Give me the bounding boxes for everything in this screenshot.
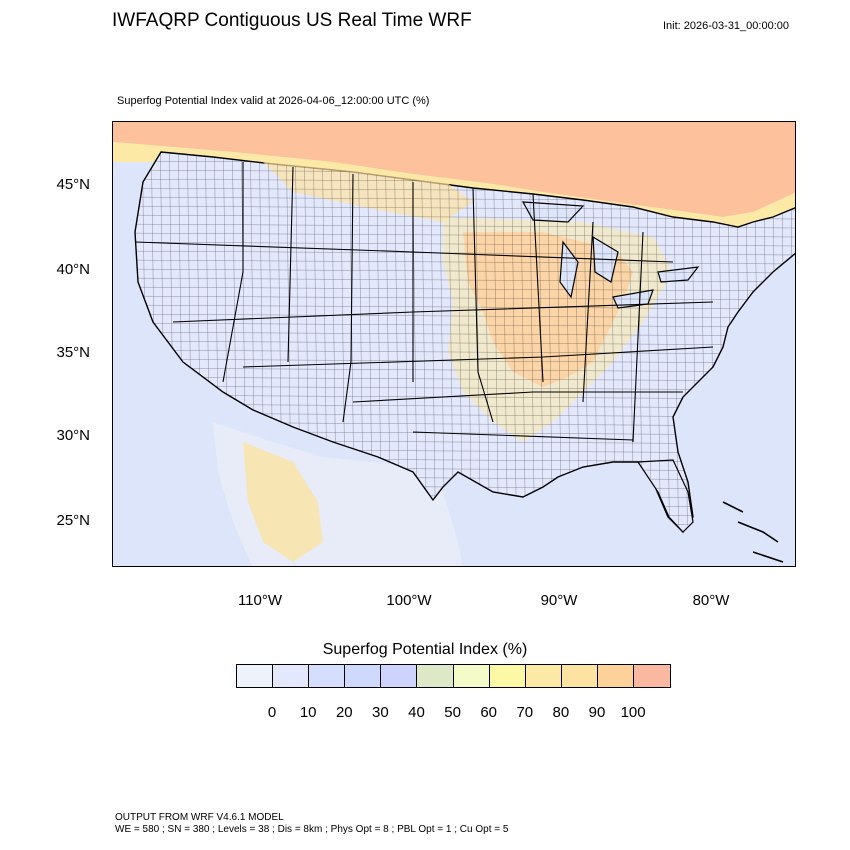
colorbar-tick-label: 20 xyxy=(335,704,353,721)
colorbar-swatch xyxy=(634,665,671,687)
colorbar-tick-label: 100 xyxy=(620,704,646,721)
init-time-label: Init: 2026-03-31_00:00:00 xyxy=(663,20,789,32)
colorbar-title: Superfog Potential Index (%) xyxy=(322,641,528,658)
lat-label-35: 35°N xyxy=(56,344,90,361)
model-footer: OUTPUT FROM WRF V4.6.1 MODEL WE = 580 ; … xyxy=(115,812,508,836)
lat-label-25: 25°N xyxy=(56,512,90,529)
florida xyxy=(636,459,694,533)
colorbar xyxy=(236,664,672,688)
canada-region xyxy=(113,122,795,217)
colorbar-tick-label: 50 xyxy=(444,704,461,721)
map-panel xyxy=(112,121,796,567)
central-moderate-index xyxy=(443,217,673,442)
lon-label-80w: 80°W xyxy=(692,592,730,609)
colorbar-swatch xyxy=(417,665,454,687)
footer-line-2: WE = 580 ; SN = 380 ; Levels = 38 ; Dis … xyxy=(115,824,509,835)
colorbar-swatch xyxy=(561,665,598,687)
colorbar-tick-label: 40 xyxy=(408,704,425,721)
lon-label-90w: 90°W xyxy=(540,592,578,609)
page-title: IWFAQRP Contiguous US Real Time WRF xyxy=(112,10,472,31)
bahamas-islands xyxy=(722,501,784,563)
footer-line-1: OUTPUT FROM WRF V4.6.1 MODEL xyxy=(115,812,284,823)
map-graphic xyxy=(113,122,795,566)
lat-label-30: 30°N xyxy=(56,427,90,444)
colorbar-tick-label: 80 xyxy=(552,704,570,721)
colorbar-swatch xyxy=(273,665,310,687)
state-borders xyxy=(134,162,714,443)
colorbar-swatch xyxy=(489,665,526,687)
colorbar-tick-label: 30 xyxy=(372,704,389,721)
great-lakes xyxy=(521,201,700,309)
colorbar-swatch xyxy=(381,665,418,687)
colorbar-swatch xyxy=(309,665,346,687)
colorbar-swatch xyxy=(237,665,274,687)
mexico-warm xyxy=(243,442,323,562)
colorbar-swatch xyxy=(453,665,490,687)
colorbar-tick-label: 90 xyxy=(588,704,606,721)
colorbar-tick-label: 70 xyxy=(516,704,534,721)
colorbar-swatch xyxy=(525,665,562,687)
lon-label-100w: 100°W xyxy=(386,592,432,609)
colorbar-swatch xyxy=(345,665,382,687)
colorbar-tick-label: 10 xyxy=(299,704,317,721)
lon-label-110w: 110°W xyxy=(237,592,283,609)
lat-label-40: 40°N xyxy=(56,261,90,278)
lat-label-45: 45°N xyxy=(56,176,90,193)
colorbar-swatch xyxy=(597,665,635,687)
colorbar-tick-label: 60 xyxy=(480,704,498,721)
map-subtitle: Superfog Potential Index valid at 2026-0… xyxy=(117,95,430,107)
colorbar-tick-label: 0 xyxy=(267,704,277,721)
